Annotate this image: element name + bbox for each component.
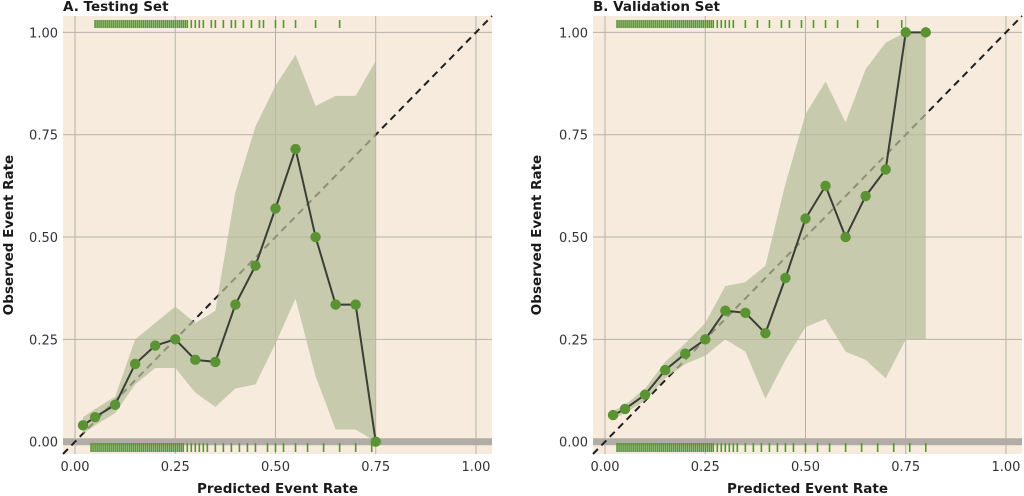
rug-ticks bbox=[616, 20, 927, 452]
calibration-point bbox=[659, 364, 671, 376]
panel-title: A. Testing Set bbox=[63, 0, 169, 15]
calibration-point bbox=[800, 213, 811, 224]
panel-validation-set: 0.00 0.25 0.50 0.75 1.00 0.00 0.25 0.50 0.75 1.0… bbox=[529, 0, 1023, 496]
calibration-point bbox=[740, 307, 751, 318]
y-tick-label: 0.75 bbox=[29, 129, 58, 144]
calibration-point bbox=[170, 334, 181, 345]
calibration-point bbox=[639, 389, 651, 400]
x-axis-title: Predicted Event Rate bbox=[197, 481, 358, 496]
calibration-point bbox=[780, 272, 791, 284]
x-tick-label: 0.00 bbox=[61, 460, 90, 475]
y-tick-label: 0.00 bbox=[559, 436, 588, 451]
y-tick-label: 0.75 bbox=[559, 129, 588, 144]
calibration-point bbox=[370, 436, 381, 447]
x-axis-title: Predicted Event Rate bbox=[727, 481, 888, 496]
calibration-point bbox=[820, 180, 831, 192]
x-tick-label: 0.75 bbox=[361, 460, 390, 475]
x-tick-labels: 0.00 0.25 0.50 0.75 1.00 bbox=[591, 460, 1021, 475]
panel-testing-set: 0.00 0.25 0.50 0.75 1.00 0.00 0.25 0.50 0.75 1.0… bbox=[1, 0, 493, 496]
y-tick-label: 1.00 bbox=[559, 26, 588, 41]
calibration-point bbox=[607, 409, 619, 421]
y-tick-label: 0.25 bbox=[29, 333, 58, 348]
calibration-point bbox=[230, 299, 241, 310]
calibration-point bbox=[920, 27, 931, 38]
calibration-point bbox=[150, 340, 161, 351]
x-tick-label: 0.25 bbox=[691, 460, 720, 475]
calibration-point bbox=[680, 348, 691, 359]
calibration-point bbox=[720, 305, 731, 316]
calibration-point bbox=[330, 299, 341, 310]
y-axis-title: Observed Event Rate bbox=[1, 155, 17, 315]
calibration-point bbox=[190, 354, 201, 366]
calibration-point bbox=[89, 411, 101, 423]
rug-ticks bbox=[90, 20, 373, 452]
calibration-point bbox=[290, 143, 301, 155]
y-tick-label: 0.25 bbox=[559, 333, 588, 348]
calibration-point bbox=[760, 328, 771, 339]
calibration-point bbox=[109, 399, 121, 411]
y-tick-label: 0.50 bbox=[29, 231, 58, 246]
y-tick-labels: 0.00 0.25 0.50 0.75 1.00 bbox=[559, 26, 588, 450]
calibration-point bbox=[129, 358, 141, 370]
x-tick-label: 0.50 bbox=[791, 460, 820, 475]
y-tick-label: 0.50 bbox=[559, 231, 588, 246]
y-tick-labels: 0.00 0.25 0.50 0.75 1.00 bbox=[29, 26, 58, 450]
x-tick-label: 0.25 bbox=[161, 460, 190, 475]
x-tick-label: 1.00 bbox=[991, 460, 1020, 475]
calibration-point bbox=[619, 403, 631, 415]
calibration-point bbox=[77, 420, 89, 431]
calibration-point bbox=[880, 164, 891, 175]
x-tick-label: 1.00 bbox=[461, 460, 490, 475]
calibration-point bbox=[350, 299, 361, 310]
x-tick-label: 0.50 bbox=[261, 460, 290, 475]
calibration-point bbox=[700, 334, 711, 345]
confidence-band bbox=[613, 32, 926, 420]
calibration-point bbox=[840, 231, 851, 243]
x-tick-label: 0.75 bbox=[891, 460, 920, 475]
calibration-point bbox=[900, 27, 911, 38]
panel-title: B. Validation Set bbox=[593, 0, 721, 15]
calibration-point bbox=[860, 190, 871, 202]
calibration-point bbox=[210, 356, 221, 368]
calibration-point bbox=[310, 231, 321, 243]
calibration-points bbox=[607, 27, 931, 421]
calibration-point bbox=[270, 203, 281, 214]
x-tick-label: 0.00 bbox=[591, 460, 620, 475]
x-tick-labels: 0.00 0.25 0.50 0.75 1.00 bbox=[61, 460, 491, 475]
calibration-point bbox=[250, 260, 261, 271]
calibration-line bbox=[82, 148, 377, 442]
calibration-points bbox=[77, 143, 381, 447]
y-tick-label: 1.00 bbox=[29, 26, 58, 41]
y-axis-title: Observed Event Rate bbox=[529, 155, 545, 315]
y-tick-label: 0.00 bbox=[29, 436, 58, 451]
